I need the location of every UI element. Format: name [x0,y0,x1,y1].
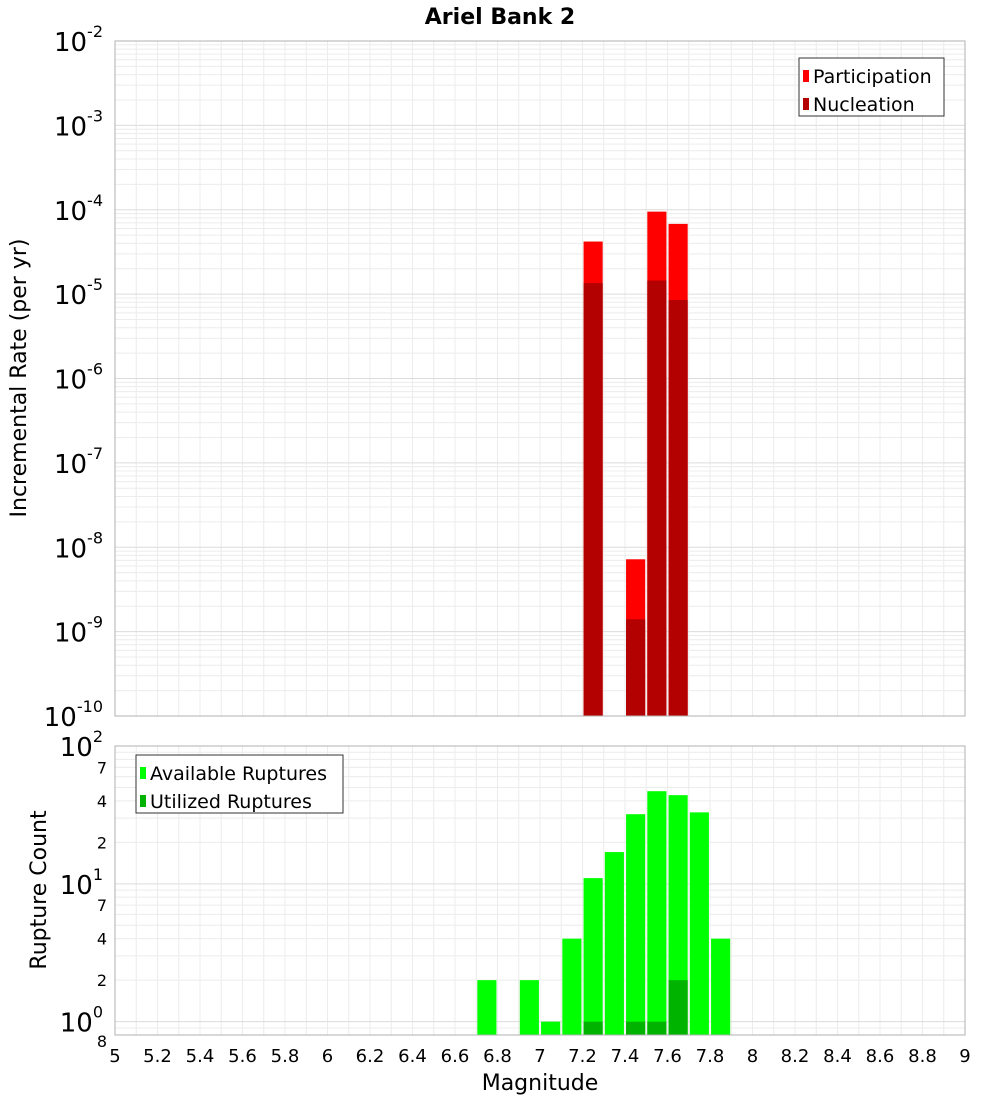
x-tick-label: 8.6 [866,1046,895,1067]
chart-title: Ariel Bank 2 [425,5,575,30]
y-tick-label: 10-4 [54,191,103,227]
legend-box [135,754,344,814]
bar-nucleation [583,283,603,716]
y-tick-label: 7 [97,896,107,915]
top-panel: 10-10 10-9 10-8 10-7 10-6 10-5 10-4 10-3 10-2 Par… [44,22,966,733]
legend-swatch [803,70,809,82]
y-tick-label: 101 [60,865,103,901]
x-tick-label: 9 [959,1046,970,1067]
y-tick-label: 7 [97,758,107,777]
x-tick-label: 5 [109,1046,120,1067]
bar-utilized-ruptures [626,1021,646,1035]
legend: Participation Nucleation [798,57,945,117]
bar-available-ruptures [626,814,646,1035]
bar-available-ruptures [604,852,624,1035]
x-tick-label: 6.6 [441,1046,470,1067]
y-tick-label: 8 [97,1032,107,1051]
x-tick-label: 8 [747,1046,758,1067]
legend-swatch [140,795,146,807]
legend-box [798,57,945,117]
x-tick-label: 7.6 [653,1046,682,1067]
top-y-axis-label: Incremental Rate (per yr) [7,239,32,518]
y-tick-label: 10-7 [54,444,103,480]
x-tick-label: 6.4 [398,1046,427,1067]
x-tick-label: 8.8 [908,1046,937,1067]
plot-frame [114,40,966,717]
bar-available-ruptures [583,878,603,1035]
legend: Available Ruptures Utilized Ruptures [135,754,344,814]
x-tick-label: 8.2 [781,1046,810,1067]
x-tick-label: 6 [322,1046,333,1067]
y-tick-label: 100 [60,1003,103,1039]
y-tick-label: 10-9 [54,613,103,649]
bar-utilized-ruptures [583,1021,603,1035]
x-tick-label: 7.4 [611,1046,640,1067]
bar-available-ruptures [647,791,667,1035]
x-tick-label: 7.8 [696,1046,725,1067]
x-tick-label: 5.4 [186,1046,215,1067]
bar-available-ruptures [689,812,709,1035]
y-tick-label: 10-2 [54,22,103,58]
bar-utilized-ruptures [647,1021,667,1035]
legend-swatch [140,767,146,779]
x-tick-label: 5.2 [143,1046,172,1067]
bar-available-ruptures [477,980,497,1035]
x-tick-label: 5.8 [271,1046,300,1067]
y-tick-label: 10-3 [54,106,103,142]
x-tick-label: 7 [534,1046,545,1067]
bar-available-ruptures [668,795,688,1035]
legend-label: Available Ruptures [150,763,327,785]
y-tick-label: 2 [97,833,107,852]
y-tick-label: 102 [60,727,103,763]
bar-available-ruptures [519,980,539,1035]
x-tick-label: 6.8 [483,1046,512,1067]
legend-label: Nucleation [813,94,915,116]
x-tick-label: 6.2 [356,1046,385,1067]
bar-available-ruptures [711,938,731,1035]
y-tick-label: 2 [97,971,107,990]
bar-utilized-ruptures [668,980,688,1035]
y-tick-label: 4 [97,792,107,811]
y-tick-label: 10-8 [54,528,103,564]
x-axis-label: Magnitude [482,1071,599,1096]
bar-available-ruptures [562,938,582,1035]
legend-label: Participation [813,66,932,88]
bottom-y-axis-label: Rupture Count [27,810,52,970]
legend-label: Utilized Ruptures [150,791,312,813]
x-tick-label: 5.6 [228,1046,257,1067]
y-tick-label: 10-10 [44,697,103,733]
x-tick-label: 7.2 [568,1046,597,1067]
bar-nucleation [668,300,688,716]
y-tick-label: 10-5 [54,275,103,311]
y-tick-label: 4 [97,930,107,949]
x-tick-label: 8.4 [823,1046,852,1067]
bar-nucleation [626,619,646,716]
bar-nucleation [647,280,667,716]
bar-available-ruptures [541,1021,561,1035]
plot-frame [114,745,966,1036]
y-tick-label: 10-6 [54,360,103,396]
legend-swatch [803,98,809,110]
